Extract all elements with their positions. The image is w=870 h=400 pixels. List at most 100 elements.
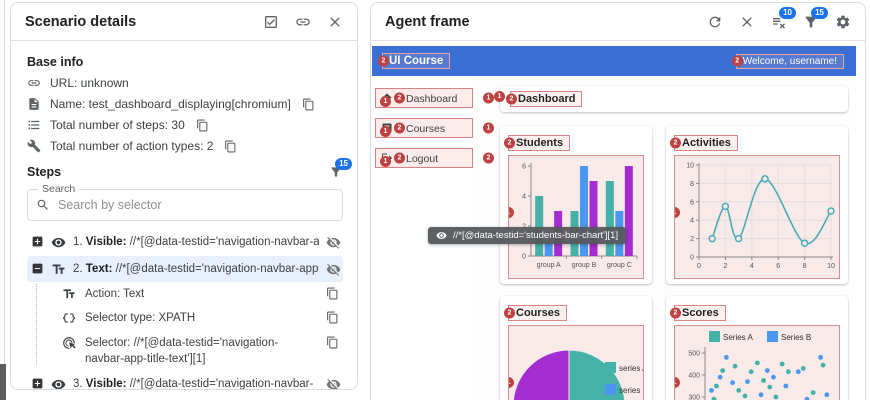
selector-tooltip: //*[@data-testid='students-bar-chart'][1… bbox=[428, 227, 627, 244]
app-welcome-title: 2 Welcome, username! bbox=[731, 53, 844, 69]
detail-action-text: Action: Text bbox=[85, 288, 145, 301]
left-edge-divider bbox=[4, 0, 5, 400]
svg-text:6: 6 bbox=[522, 164, 526, 171]
base-info-heading: Base info bbox=[27, 55, 84, 69]
search-input[interactable] bbox=[58, 198, 334, 212]
eye-off-icon[interactable] bbox=[326, 262, 341, 277]
playlist-remove-icon[interactable]: 10 bbox=[771, 6, 796, 30]
selector-tooltip-text: //*[@data-testid='students-bar-chart'][1… bbox=[453, 230, 619, 241]
svg-text:series B: series B bbox=[619, 386, 644, 395]
scores-title: 2 Scores bbox=[670, 305, 726, 321]
activities-line-chart[interactable]: 1 0 2 4 6 8 10 0 2 4 6 8 10 bbox=[674, 155, 840, 279]
checkbox-icon[interactable] bbox=[263, 14, 279, 30]
panel-title: Agent frame bbox=[385, 13, 470, 30]
app-sidebar: 1 2 Dashboard 1 1 2 Courses 1 1 2 Logout 2 bbox=[372, 76, 494, 400]
selector-icon bbox=[62, 336, 76, 350]
svg-text:10: 10 bbox=[827, 263, 835, 270]
students-title: 2 Students bbox=[504, 135, 571, 151]
step-text: 2. Text: //*[@data-testid='navigation-na… bbox=[73, 262, 319, 275]
page-title: 2 Dashboard bbox=[506, 91, 583, 107]
copy-icon[interactable] bbox=[326, 336, 339, 349]
filter-count-badge: 15 bbox=[811, 6, 828, 19]
agent-frame-viewport: 2 UI Course 2 Welcome, username! 1 2 Dash… bbox=[372, 44, 856, 400]
expand-icon[interactable] bbox=[31, 377, 44, 389]
agent-frame-panel: Agent frame 10 15 2 UI Course bbox=[370, 2, 866, 400]
svg-text:6: 6 bbox=[690, 199, 694, 206]
filter-icon[interactable]: 15 bbox=[803, 6, 828, 30]
refresh-icon[interactable] bbox=[707, 14, 723, 30]
list-icon bbox=[27, 118, 41, 132]
annotation-badge: 1 bbox=[483, 122, 494, 134]
annotation-badge: 1 bbox=[494, 91, 505, 102]
app-sidebar-item-dashboard[interactable]: 1 2 Dashboard 1 bbox=[375, 88, 494, 108]
home-icon: 1 bbox=[380, 92, 393, 107]
step-text: 1. Visible: //*[@data-testid='navigation… bbox=[73, 236, 319, 248]
info-steps-text: Total number of steps: 30 bbox=[50, 118, 185, 132]
svg-text:2: 2 bbox=[723, 263, 727, 270]
annotation-badge: 1 bbox=[675, 207, 680, 219]
step-text: 3. Visible: //*[@data-testid='navigation… bbox=[73, 377, 314, 390]
close-icon[interactable] bbox=[739, 14, 755, 30]
info-actions-text: Total number of action types: 2 bbox=[50, 139, 214, 153]
annotation-badge: 2 bbox=[670, 307, 681, 319]
annotation-badge: 2 bbox=[394, 122, 405, 134]
filter-icon[interactable]: 15 bbox=[329, 158, 352, 179]
eye-icon bbox=[51, 377, 66, 389]
copy-icon[interactable] bbox=[326, 311, 339, 324]
text-icon bbox=[62, 287, 76, 301]
search-icon bbox=[36, 198, 50, 212]
copy-icon[interactable] bbox=[302, 98, 315, 111]
info-row-name: Name: test_dashboard_displaying[chromium… bbox=[27, 97, 343, 111]
detail-row-selector: Selector: //*[@data-testid='navigation-n… bbox=[36, 331, 343, 371]
svg-text:0: 0 bbox=[690, 255, 694, 262]
eye-icon bbox=[436, 230, 447, 241]
scenario-details-header: Scenario details bbox=[11, 3, 357, 41]
info-url-text: URL: unknown bbox=[50, 76, 129, 90]
left-scrollbar-thumb[interactable] bbox=[0, 364, 6, 400]
panel-title: Scenario details bbox=[25, 13, 137, 30]
svg-text:0: 0 bbox=[522, 254, 526, 261]
article-icon: 1 bbox=[380, 122, 393, 137]
annotation-badge: 2 bbox=[483, 152, 494, 164]
svg-text:4: 4 bbox=[522, 194, 526, 201]
svg-text:500: 500 bbox=[688, 351, 700, 358]
steps-search-field[interactable]: Search bbox=[27, 183, 343, 221]
annotation-badge: 2 bbox=[731, 55, 743, 67]
app-sidebar-item-logout[interactable]: 1 2 Logout 2 bbox=[375, 148, 494, 168]
svg-text:series A: series A bbox=[619, 364, 644, 373]
text-action-icon bbox=[51, 262, 66, 277]
copy-icon[interactable] bbox=[196, 119, 209, 132]
activities-title: 2 Activities bbox=[670, 135, 738, 151]
app-navbar: 2 UI Course 2 Welcome, username! bbox=[372, 46, 856, 76]
eye-off-icon[interactable] bbox=[326, 377, 341, 389]
info-row-url: URL: unknown bbox=[27, 76, 343, 90]
detail-type-text: Selector type: XPATH bbox=[85, 312, 196, 325]
annotation-badge: 1 bbox=[509, 207, 514, 219]
copy-icon[interactable] bbox=[224, 140, 237, 153]
scenario-details-panel: Scenario details Base info URL: unknown … bbox=[10, 2, 358, 390]
expand-icon[interactable] bbox=[31, 235, 44, 248]
annotation-badge: 1 bbox=[483, 92, 494, 104]
collapse-icon[interactable] bbox=[31, 262, 44, 275]
eye-off-icon[interactable] bbox=[326, 235, 341, 250]
app-sidebar-item-courses[interactable]: 1 2 Courses 1 bbox=[375, 118, 494, 138]
step-row-1[interactable]: 1. Visible: //*[@data-testid='navigation… bbox=[27, 229, 343, 256]
svg-text:2: 2 bbox=[690, 236, 694, 243]
close-icon[interactable] bbox=[327, 14, 343, 30]
gear-icon[interactable] bbox=[835, 14, 851, 30]
steps-heading: Steps bbox=[27, 165, 62, 179]
courses-pie-chart[interactable]: 1 series A series B bbox=[508, 325, 644, 400]
info-row-steps-count: Total number of steps: 30 bbox=[27, 118, 343, 132]
annotation-badge: 1 bbox=[380, 96, 391, 107]
copy-icon[interactable] bbox=[326, 287, 339, 300]
step-row-3[interactable]: 3. Visible: //*[@data-testid='navigation… bbox=[27, 371, 343, 390]
step-row-2[interactable]: 2. Text: //*[@data-testid='navigation-na… bbox=[27, 255, 343, 283]
annotation-badge: 1 bbox=[380, 156, 391, 167]
app-brand[interactable]: 2 UI Course bbox=[378, 53, 451, 69]
svg-text:group B: group B bbox=[572, 262, 597, 269]
link-icon[interactable] bbox=[295, 14, 311, 30]
